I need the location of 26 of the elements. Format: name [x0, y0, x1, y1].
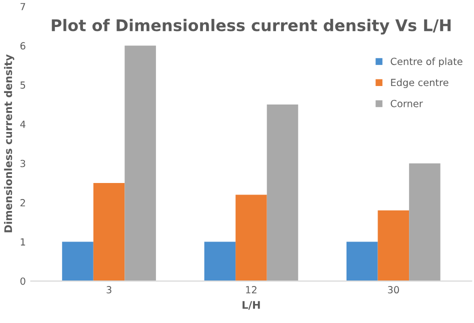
bar	[93, 182, 125, 282]
y-tick-label: 1	[20, 238, 26, 246]
y-tick-label: 6	[20, 42, 26, 50]
y-tick-label: 0	[20, 277, 26, 285]
y-tick-label: 7	[20, 3, 26, 10]
text: Plot of Dimensionless current density Vs L/H	[52, 18, 451, 35]
bar	[236, 194, 267, 282]
x-tick-label: 3	[106, 286, 112, 294]
x-tick-label: 12	[246, 286, 256, 294]
bar	[62, 242, 94, 282]
y-tick-label: 3	[20, 160, 26, 168]
y-tick-label: 2	[20, 199, 25, 206]
y-axis-title: Dimensionless current density	[4, 54, 14, 232]
y-tick-label: 4	[20, 120, 26, 128]
y-tick-label: 5	[20, 82, 26, 89]
legend-label: Corner	[390, 100, 423, 108]
bar	[124, 46, 156, 282]
x-axis-title: L/H	[242, 301, 260, 310]
bar	[346, 242, 378, 282]
legend-label: Centre of plate	[390, 58, 462, 67]
legend-label: Edge centre	[391, 78, 448, 88]
bar	[204, 242, 236, 282]
bar	[378, 210, 410, 282]
bar	[409, 163, 440, 282]
bar	[266, 104, 298, 282]
x-tick-label: 30	[388, 286, 399, 294]
